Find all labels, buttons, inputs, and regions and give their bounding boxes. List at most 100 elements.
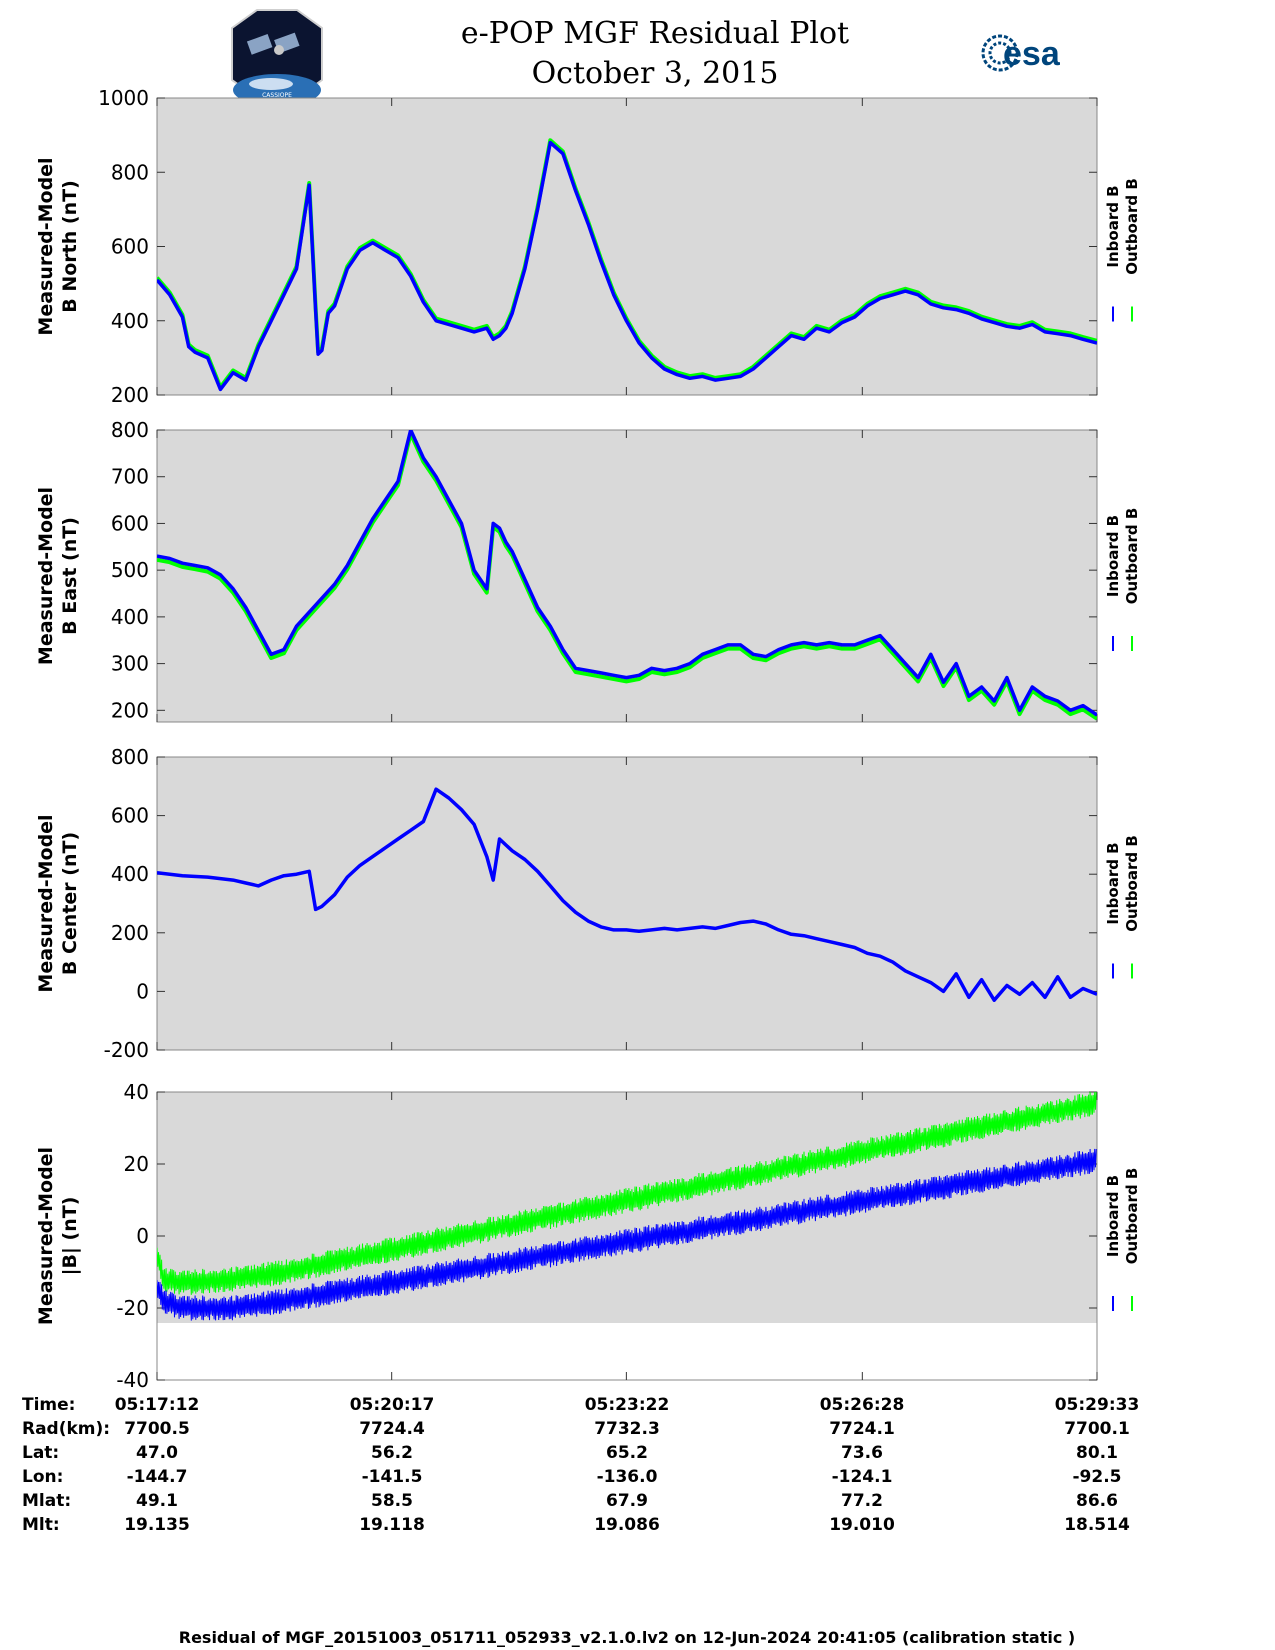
- legend-outboard-label: Outboard B: [1123, 835, 1141, 932]
- legend-inboard: Inboard B: [1104, 1175, 1122, 1257]
- y-axis-label-line2: |B| (nT): [59, 1197, 81, 1276]
- legend-inboard: Inboard B: [1104, 515, 1122, 597]
- table-cell: 7724.4: [359, 1419, 425, 1439]
- y-axis-label-line1: Measured-Model: [35, 157, 57, 335]
- table-cell: 7732.3: [594, 1419, 660, 1439]
- chart-title-line1: e-POP MGF Residual Plot: [461, 16, 849, 51]
- header: CASSIOPE e-POP MGF Residual Plot October…: [231, 9, 1061, 106]
- table-cell: 7700.1: [1064, 1419, 1130, 1439]
- plot-frame: [156, 756, 1098, 1051]
- y-tick-label: 0: [136, 979, 149, 1003]
- y-tick-label: -200: [104, 1038, 149, 1062]
- y-axis-label-line1: Measured-Model: [35, 487, 57, 665]
- table-cell: 7724.1: [829, 1419, 895, 1439]
- y-tick-label: 1000: [98, 86, 149, 110]
- table-row-label: Lat:: [22, 1443, 59, 1463]
- series-inboard-line: [157, 787, 1097, 1002]
- table-cell: 05:26:28: [820, 1395, 905, 1415]
- series-outboard-band: [157, 1092, 1097, 1295]
- table-cell: 19.086: [594, 1515, 660, 1535]
- table-row-label: Rad(km):: [22, 1419, 110, 1439]
- series-group: [157, 430, 1097, 721]
- table-row: Mlt: 19.135 19.118 19.086 19.010 18.514: [22, 1515, 1130, 1535]
- series-group: [157, 138, 1097, 392]
- table-cell: 7700.5: [124, 1419, 190, 1439]
- footer-caption: Residual of MGF_20151003_051711_052933_v…: [179, 1628, 1075, 1647]
- table-row: Lon: -144.7 -141.5 -136.0 -124.1 -92.5: [22, 1467, 1122, 1487]
- legend-outboard: Outboard B: [1123, 178, 1141, 275]
- y-axis-label-line2: B Center (nT): [59, 832, 81, 975]
- table-cell: 05:29:33: [1055, 1395, 1140, 1415]
- table-cell: 80.1: [1076, 1443, 1118, 1463]
- plot-frame: [156, 429, 1098, 723]
- y-tick-label: 800: [111, 745, 149, 769]
- panel-1: 200 400 600 800 1000 Measured-Model B North (n…: [35, 86, 1141, 407]
- table-cell: 05:20:17: [350, 1395, 435, 1415]
- table-row: Lat: 47.0 56.2 65.2 73.6 80.1: [22, 1443, 1118, 1463]
- chart-title-line2: October 3, 2015: [532, 56, 779, 91]
- esa-logo-text: esa: [1003, 35, 1061, 73]
- table-cell: 19.010: [829, 1515, 895, 1535]
- y-axis-label-line1: Measured-Model: [35, 814, 57, 992]
- y-tick-label: 300: [111, 652, 149, 676]
- table-row: Mlat: 49.1 58.5 67.9 77.2 86.6: [22, 1491, 1118, 1511]
- table-cell: 56.2: [371, 1443, 413, 1463]
- series-inboard-line: [157, 430, 1097, 717]
- table-cell: -124.1: [832, 1467, 893, 1487]
- y-axis-label: Measured-Model B East (nT): [35, 487, 81, 665]
- esa-logo: esa: [981, 34, 1061, 73]
- legend-inboard-label: Inboard B: [1104, 515, 1122, 597]
- series-group: [157, 1092, 1097, 1321]
- y-tick-label: -20: [116, 1296, 149, 1320]
- panel-3: -200 0 200 400 600 800 Measured-Model B Center …: [35, 745, 1141, 1062]
- y-tick-label: 20: [124, 1152, 149, 1176]
- table-cell: 58.5: [371, 1491, 413, 1511]
- mission-logo-text: CASSIOPE: [262, 92, 292, 99]
- table-row-label: Mlt:: [22, 1515, 60, 1535]
- y-tick-label: -40: [116, 1368, 149, 1392]
- panel-2: 200 300 400 500 600 700 800 Measured-Model B Eas…: [35, 418, 1141, 723]
- legend: Inboard B Outboard B: [1104, 1168, 1141, 1311]
- table-cell: -141.5: [362, 1467, 423, 1487]
- table-row-label: Time:: [22, 1395, 75, 1415]
- y-tick-label: 40: [124, 1080, 149, 1104]
- legend-outboard-label: Outboard B: [1123, 178, 1141, 275]
- legend-inboard-label: Inboard B: [1104, 842, 1122, 924]
- y-tick-label: 500: [111, 558, 149, 582]
- table-cell: 86.6: [1076, 1491, 1118, 1511]
- table-cell: 05:23:22: [585, 1395, 670, 1415]
- legend-inboard: Inboard B: [1104, 185, 1122, 267]
- table-cell: 67.9: [606, 1491, 648, 1511]
- y-tick-label: 800: [111, 418, 149, 442]
- y-tick-label: 600: [111, 511, 149, 535]
- table-cell: 49.1: [136, 1491, 178, 1511]
- table-cell: 19.135: [124, 1515, 190, 1535]
- y-tick-label: 600: [111, 804, 149, 828]
- ephemeris-table: Time: 05:17:12 05:20:17 05:23:22 05:26:28 05:…: [22, 1395, 1139, 1535]
- y-axis-label-line2: B East (nT): [59, 517, 81, 635]
- y-tick-label: 600: [111, 235, 149, 259]
- y-axis-label: Measured-Model |B| (nT): [35, 1147, 81, 1325]
- legend: Inboard B Outboard B: [1104, 508, 1141, 651]
- legend-outboard-label: Outboard B: [1123, 1168, 1141, 1265]
- table-cell: -144.7: [127, 1467, 188, 1487]
- mission-logo: CASSIOPE: [231, 9, 323, 106]
- y-tick-label: 400: [111, 862, 149, 886]
- table-cell: 18.514: [1064, 1515, 1130, 1535]
- y-axis-label-line1: Measured-Model: [35, 1147, 57, 1325]
- table-cell: 47.0: [136, 1443, 178, 1463]
- y-tick-label: 400: [111, 605, 149, 629]
- table-cell: 65.2: [606, 1443, 648, 1463]
- series-inboard-band: [157, 1148, 1097, 1321]
- table-cell: 73.6: [841, 1443, 883, 1463]
- plot-area: [157, 757, 1097, 1050]
- y-axis-label: Measured-Model B Center (nT): [35, 814, 81, 992]
- table-cell: 77.2: [841, 1491, 883, 1511]
- table-cell: 05:17:12: [115, 1395, 200, 1415]
- table-row-label: Lon:: [22, 1467, 63, 1487]
- y-tick-label: 400: [111, 309, 149, 333]
- legend-inboard-label: Inboard B: [1104, 185, 1122, 267]
- legend-outboard: Outboard B: [1123, 835, 1141, 932]
